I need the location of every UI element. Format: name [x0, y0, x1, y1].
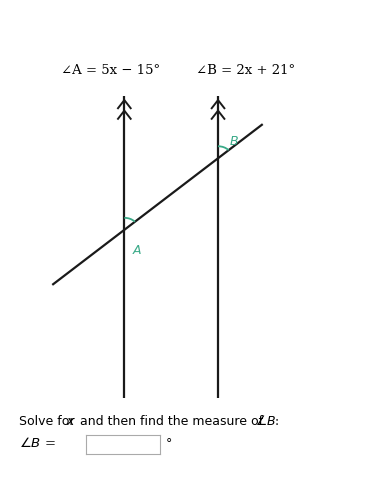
Text: A: A: [133, 244, 142, 257]
Text: $\angle B$ =: $\angle B$ =: [19, 436, 57, 450]
Text: $\angle B$:: $\angle B$:: [255, 414, 279, 428]
Text: B: B: [230, 135, 238, 148]
Text: °: °: [166, 437, 172, 450]
Text: Solve for: Solve for: [19, 415, 78, 428]
Text: ∠A = 5x − 15°: ∠A = 5x − 15°: [61, 64, 160, 77]
Text: $x$: $x$: [66, 415, 76, 428]
Text: and then find the measure of: and then find the measure of: [76, 415, 267, 428]
Text: ∠B = 2x + 21°: ∠B = 2x + 21°: [196, 64, 295, 77]
